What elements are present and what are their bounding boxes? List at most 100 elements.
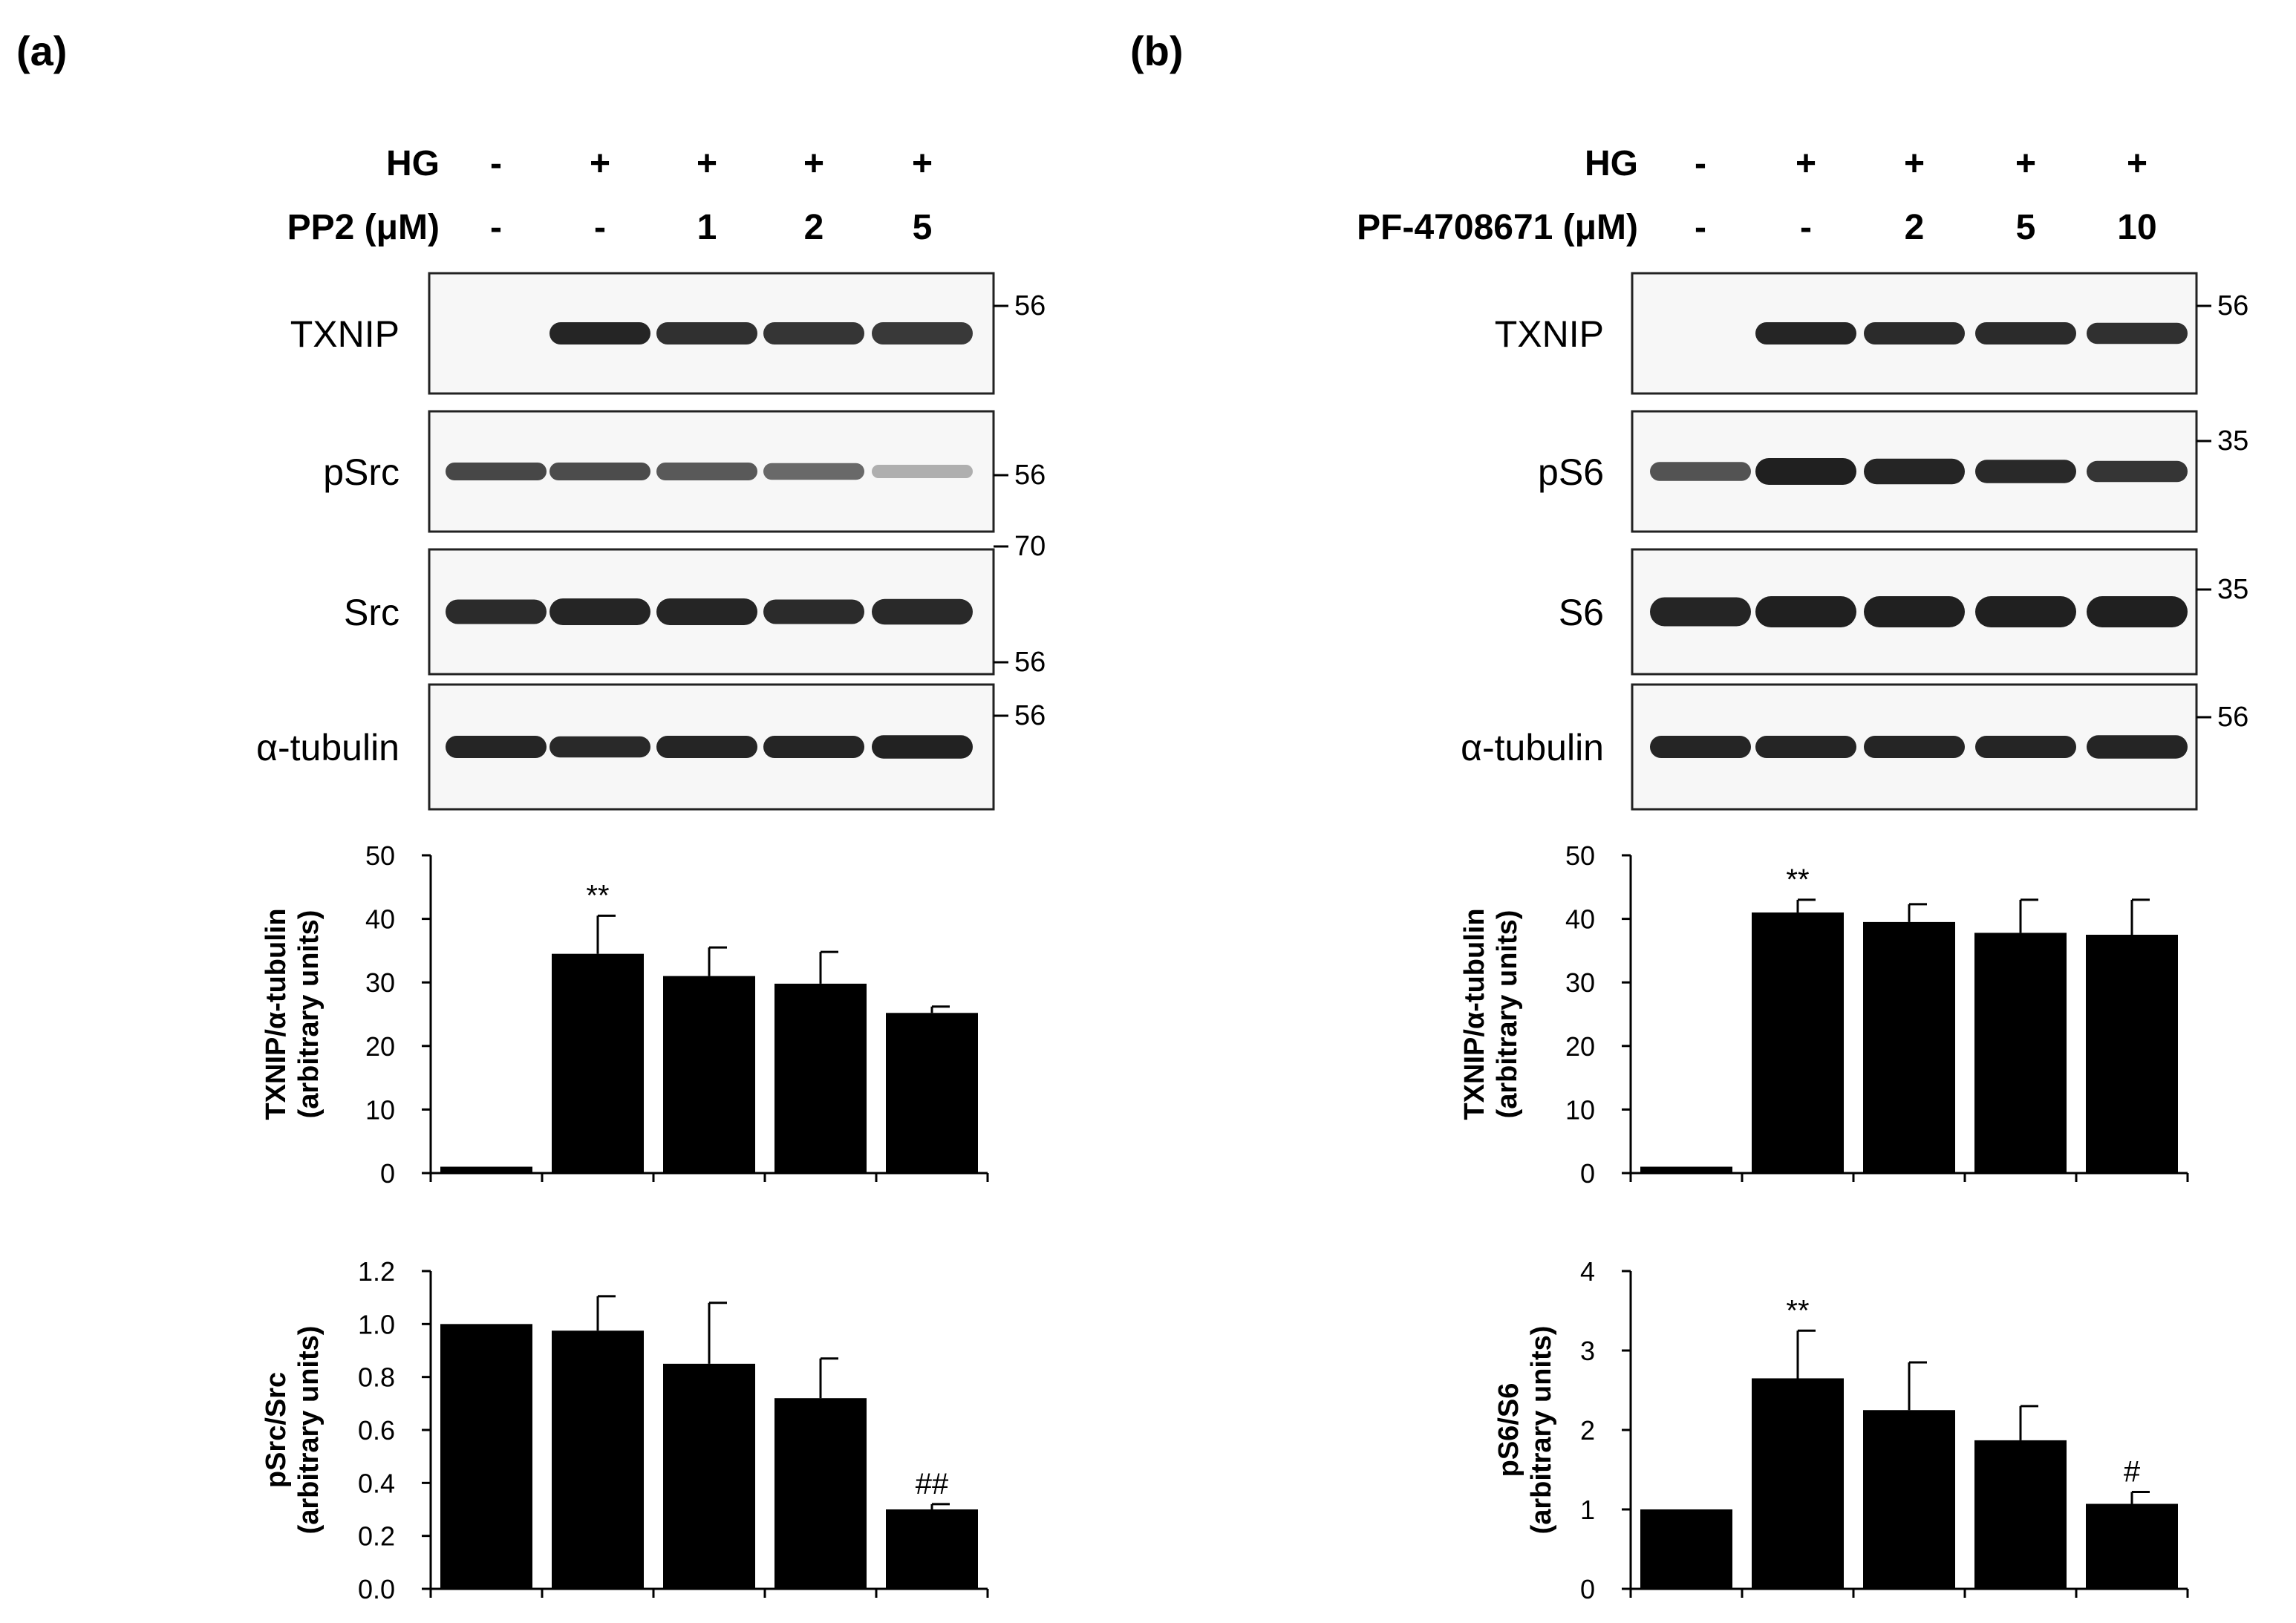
- band: [872, 322, 973, 344]
- band: [763, 322, 864, 344]
- y-tick-label: 1.0: [358, 1309, 395, 1339]
- y-axis-label: pS6/S6: [1493, 1383, 1524, 1477]
- bar: [552, 1330, 644, 1589]
- band: [1755, 458, 1856, 485]
- y-tick-label: 0: [1580, 1574, 1595, 1604]
- band: [872, 598, 973, 625]
- bar-chart-1: 0 10 20 30 40 50 TXNIP/α-tubulin (arbitrary uni…: [1459, 840, 2189, 1189]
- bar-chart-2: 0.0 0.2 0.4 0.6 0.8 1.0 1.2 pSrc/Src (arbitrary …: [261, 1256, 989, 1604]
- bar: [1752, 912, 1844, 1173]
- blot-label: α-tubulin: [1461, 727, 1604, 768]
- mw-marker: 56: [1014, 700, 1046, 731]
- panel-b: (b)HG - + + + +PF-4708671 (μM) - -2 5 10TXNIP56pS…: [1130, 27, 2248, 1604]
- panel-a: (a) HG - + + + + PP2 (μM) - - 1 2 5 TXNIP 56 pSrc 56 Src 7…: [16, 27, 1046, 1604]
- treatment-value: -: [1695, 208, 1706, 247]
- treatment-value: 5: [913, 208, 933, 247]
- treatment-name: HG: [1585, 144, 1638, 183]
- blot-txnip: TXNIP 56: [1495, 272, 2248, 395]
- band: [872, 465, 973, 478]
- y-axis-label: TXNIP/α-tubulin: [261, 908, 292, 1120]
- band: [549, 322, 650, 344]
- bar: [2086, 1503, 2178, 1589]
- treatment-value: +: [1796, 144, 1816, 183]
- band: [1864, 736, 1965, 758]
- significance-label: **: [1786, 863, 1809, 896]
- bar: [886, 1013, 978, 1173]
- treatment-name: HG: [386, 144, 440, 183]
- bar: [2086, 935, 2178, 1173]
- bar-chart-1: 0 10 20 30 40 50 TXNIP/α-tubulin (arbitrary uni…: [261, 840, 989, 1189]
- treatment-value: 2: [804, 208, 824, 247]
- treatment-value: -: [490, 208, 502, 247]
- bar: [440, 1324, 532, 1589]
- y-tick-label: 10: [365, 1094, 395, 1125]
- bar: [440, 1166, 532, 1173]
- band: [1864, 322, 1965, 344]
- blot-psrc: pSrc 56: [323, 410, 1046, 533]
- y-tick-label: 1.2: [358, 1256, 395, 1287]
- treatment-value: +: [590, 144, 610, 183]
- band: [1864, 458, 1965, 485]
- panel-label: (a): [16, 27, 67, 74]
- band: [1650, 736, 1751, 758]
- blot-s6: S6 35: [1559, 548, 2248, 676]
- treatment-value: -: [594, 208, 606, 247]
- band: [656, 463, 757, 480]
- bar: [1974, 1440, 2067, 1589]
- band: [763, 599, 864, 624]
- bar: [1863, 1410, 1955, 1589]
- y-tick-label: 10: [1565, 1094, 1595, 1125]
- y-tick-label: 20: [1565, 1031, 1595, 1062]
- y-axis-label-units: (arbitrary units): [293, 1326, 324, 1535]
- y-tick-label: 1: [1580, 1495, 1595, 1525]
- bar: [552, 953, 644, 1173]
- panel-label: (b): [1130, 27, 1184, 74]
- treatment-value: 10: [2117, 208, 2156, 247]
- blot-label: pSrc: [323, 451, 399, 493]
- treatment-value: +: [2015, 144, 2036, 183]
- bar: [774, 1398, 867, 1589]
- mw-marker: 56: [1014, 647, 1046, 678]
- blot-tubulin: α-tubulin 56: [1461, 683, 2248, 811]
- y-tick-label: 30: [365, 967, 395, 998]
- y-tick-label: 2: [1580, 1415, 1595, 1446]
- band: [1975, 736, 2076, 758]
- band: [2087, 322, 2188, 344]
- band: [656, 736, 757, 758]
- blot-txnip: TXNIP 56: [290, 272, 1046, 395]
- blot-src: Src 70 56: [344, 531, 1046, 678]
- mw-marker: 56: [2217, 290, 2248, 321]
- y-axis-label-units: (arbitrary units): [293, 910, 324, 1119]
- significance-label: ##: [916, 1468, 949, 1500]
- y-tick-label: 0: [1580, 1158, 1595, 1189]
- bar: [1640, 1509, 1732, 1589]
- mw-marker: 56: [2217, 702, 2248, 733]
- band: [872, 735, 973, 759]
- significance-label: **: [1786, 1294, 1809, 1327]
- band: [1975, 596, 2076, 627]
- significance-label: #: [2124, 1455, 2141, 1488]
- bar: [1974, 933, 2067, 1173]
- treatment-value: 2: [1905, 208, 1925, 247]
- treatment-value: 1: [697, 208, 717, 247]
- band: [2087, 460, 2188, 483]
- significance-label: **: [586, 879, 609, 912]
- band: [549, 598, 650, 625]
- band: [1975, 460, 2076, 483]
- treatment-value: +: [1904, 144, 1925, 183]
- y-axis-label: pSrc/Src: [261, 1372, 292, 1488]
- blot-label: S6: [1559, 592, 1604, 633]
- blot-label: TXNIP: [290, 313, 399, 355]
- mw-marker: 35: [2217, 574, 2248, 605]
- bar: [663, 1363, 755, 1589]
- treatment-value: +: [803, 144, 824, 183]
- treatment-name: PP2 (μM): [287, 208, 440, 247]
- y-tick-label: 0.8: [358, 1362, 395, 1393]
- y-tick-label: 40: [365, 904, 395, 935]
- bar: [1640, 1166, 1732, 1173]
- band: [446, 599, 547, 624]
- mw-marker: 35: [2217, 425, 2248, 457]
- treatment-value: 5: [2016, 208, 2036, 247]
- blot-ps6: pS6 35: [1538, 410, 2248, 533]
- band: [1650, 462, 1751, 481]
